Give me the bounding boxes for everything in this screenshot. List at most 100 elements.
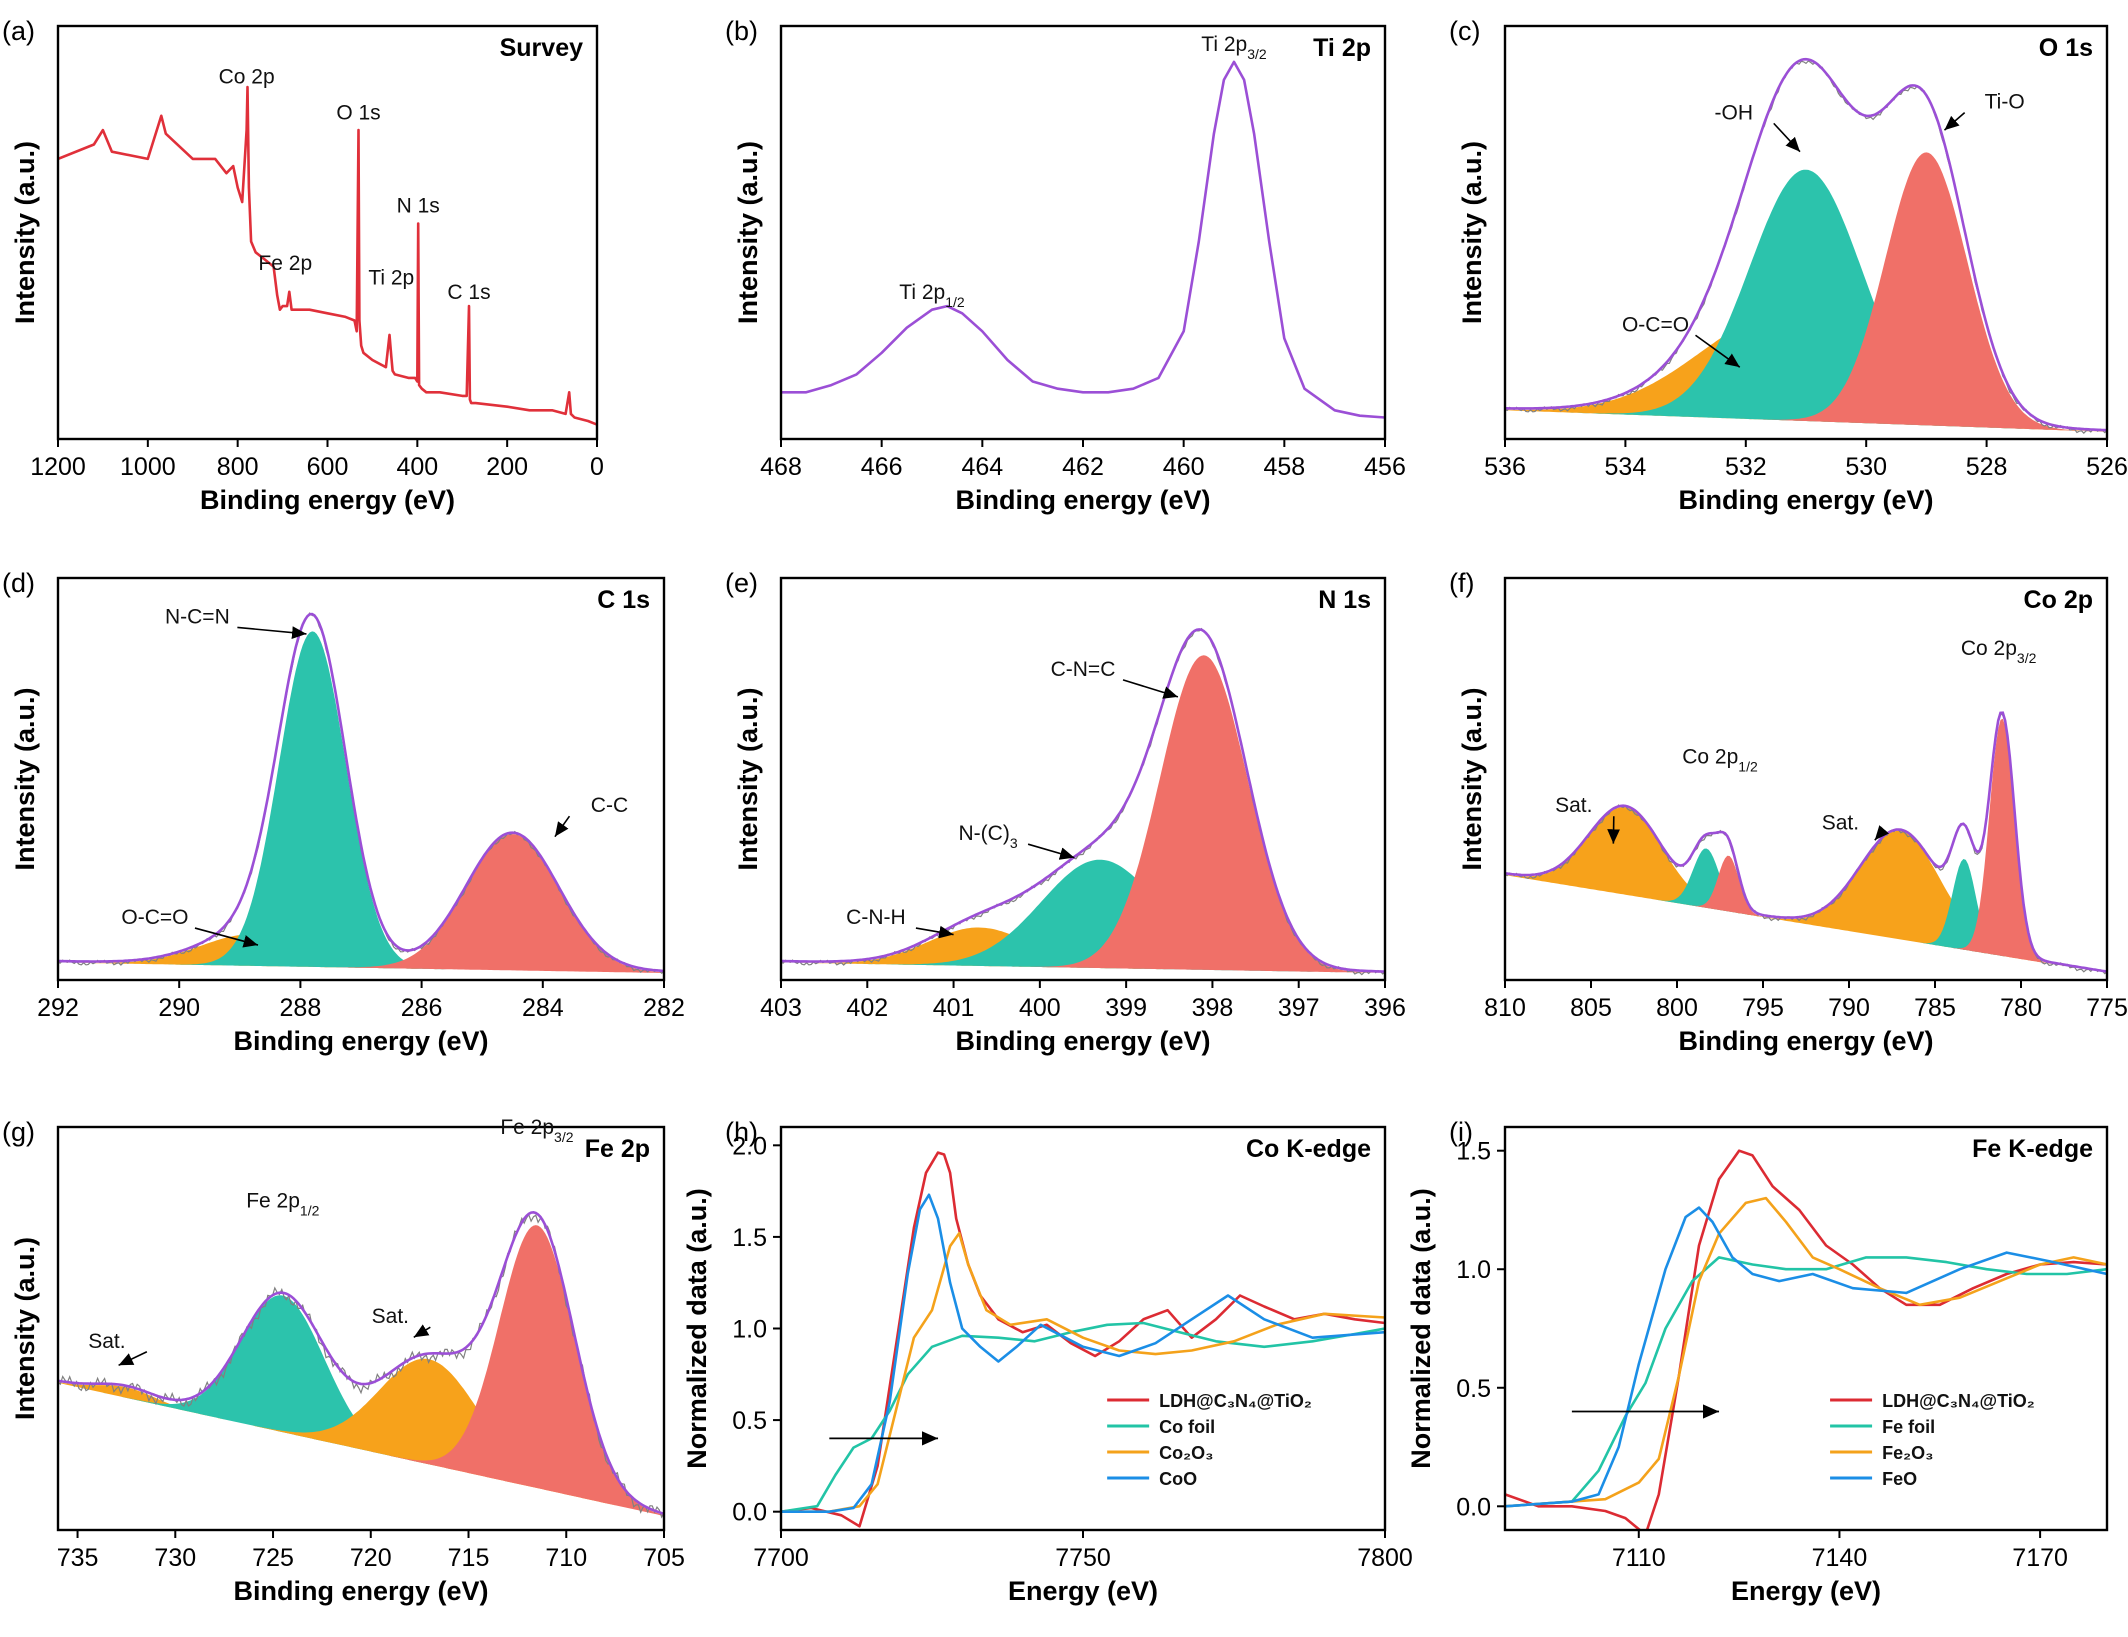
x-axis-label: Binding energy (eV) [233,1576,488,1606]
x-tick-label: 396 [1364,994,1406,1022]
plot-area [781,627,1385,976]
x-tick-label: 735 [57,1544,99,1572]
plot-frame [779,576,1387,982]
x-tick-label: 200 [486,453,528,481]
x-tick-label: 464 [961,453,1003,481]
x-tick-label: 725 [252,1544,294,1572]
annotation-label: C-C [591,794,628,817]
panel-a: 1200 1000 800 600 400 200 0 Binding energy (eV)… [2,16,604,515]
plot-area [58,85,597,426]
annotation-arrow [237,626,307,639]
series-line-main [781,60,1385,419]
fit-component-teal-4 [1505,859,2107,973]
plot-area [781,60,1385,419]
annotation-arrow [118,1351,148,1367]
y-tick-label: 1.0 [1456,1256,1491,1284]
fit-component-orange-0 [1505,807,2107,973]
annotation-label: C 1s [447,281,490,304]
annotation-arrow [915,925,954,939]
annotation-label: C-N-H [846,906,905,929]
y-tick-label: 0.5 [732,1407,767,1435]
x-tick-label: 400 [1019,994,1061,1022]
x-tick-label: 7110 [1612,1544,1666,1572]
legend-entry: FeO [1882,1469,1917,1489]
legend-entry: Fe₂O₃ [1882,1443,1933,1463]
x-tick-label: 534 [1605,453,1647,481]
series-line-teal [781,1321,1385,1513]
y-axis-label: Intensity (a.u.) [1457,687,1487,870]
fit-component-teal-1 [58,1295,664,1516]
panel-title: Survey [500,34,583,62]
panel-label: (a) [2,16,35,46]
annotation-label: -OH [1715,101,1754,124]
plot-frame [1503,576,2109,982]
x-tick-label: 398 [1192,994,1234,1022]
x-tick-label: 800 [1656,994,1698,1022]
x-tick-label: 292 [37,994,79,1022]
panel-title: Fe 2p [585,1135,650,1163]
x-tick-label: 805 [1570,994,1612,1022]
panel-c: 536 534 532 530 528 526 Binding energy (eV) Int… [1449,16,2128,515]
series-line-teal [1505,1256,2107,1508]
x-tick-label: 0 [590,453,604,481]
annotation-label: Ti 2p3/2 [1201,33,1267,62]
x-axis-label: Binding energy (eV) [1678,1026,1933,1056]
panel-i: 7110 7140 7170 0.0 0.5 1.0 1.5 Energy (eV) Norma… [1406,1117,2109,1606]
x-tick-label: 403 [760,994,802,1022]
x-axis-label: Binding energy (eV) [955,1026,1210,1056]
panel-label: (b) [725,16,758,46]
series-line-main [58,85,597,426]
annotation-arrow [194,927,259,948]
annotation-arrow [1122,679,1179,699]
legend-entry: Co foil [1159,1417,1215,1437]
x-tick-label: 460 [1163,453,1205,481]
annotation-label: N-(C)3 [959,822,1018,851]
x-tick-label: 284 [522,994,564,1022]
y-axis-label: Intensity (a.u.) [10,1237,40,1420]
plot-area [781,1151,1385,1528]
legend-entry: CoO [1159,1469,1197,1489]
series-line-blue [1505,1206,2107,1508]
x-tick-label: 7170 [2012,1544,2068,1572]
annotation-arrow [1943,111,1966,131]
annotation-label: N 1s [397,195,440,218]
plot-area [58,1210,664,1519]
annotation-label: Sat. [1822,812,1859,835]
plot-frame [56,576,666,982]
panel-title: Fe K-edge [1972,1135,2093,1163]
plot-frame [1503,1125,2109,1532]
y-tick-label: 0.5 [1456,1375,1491,1403]
y-tick-label: 0.0 [1456,1493,1491,1521]
plot-area [1505,711,2107,975]
envelope-line [781,628,1385,973]
annotation-label: Ti-O [1985,91,2025,114]
annotation-arrow [1695,334,1741,368]
fit-component-red-2 [1505,152,2107,432]
x-tick-label: 1000 [120,453,176,481]
x-tick-label: 800 [217,453,259,481]
x-tick-label: 720 [350,1544,392,1572]
x-axis-label: Energy (eV) [1008,1576,1158,1606]
panel-label: (d) [2,568,35,598]
plot-frame [779,24,1387,441]
x-axis-label: Binding energy (eV) [200,485,455,515]
annotation-label: Sat. [372,1305,409,1328]
y-axis-label: Intensity (a.u.) [733,687,763,870]
annotation-label: Fe 2p [258,252,312,275]
x-tick-label: 775 [2086,994,2128,1022]
y-axis-label: Normalized data (a.u.) [682,1188,712,1469]
annotation-label: Ti 2p1/2 [899,281,965,310]
x-tick-label: 401 [933,994,975,1022]
x-axis-label: Binding energy (eV) [955,485,1210,515]
legend-entry: Co₂O₃ [1159,1443,1213,1463]
x-tick-label: 730 [154,1544,196,1572]
panel-d: 292 290 288 286 284 282 Binding energy (eV) Int… [2,568,685,1056]
y-tick-label: 1.5 [1456,1138,1491,1166]
y-axis-label: Intensity (a.u.) [1457,141,1487,324]
x-tick-label: 785 [1914,994,1956,1022]
series-line-orange [781,1231,1385,1513]
panel-title: N 1s [1318,586,1371,614]
x-tick-label: 780 [2000,994,2042,1022]
annotation-label: Co 2p [219,65,275,88]
y-axis-label: Intensity (a.u.) [733,141,763,324]
